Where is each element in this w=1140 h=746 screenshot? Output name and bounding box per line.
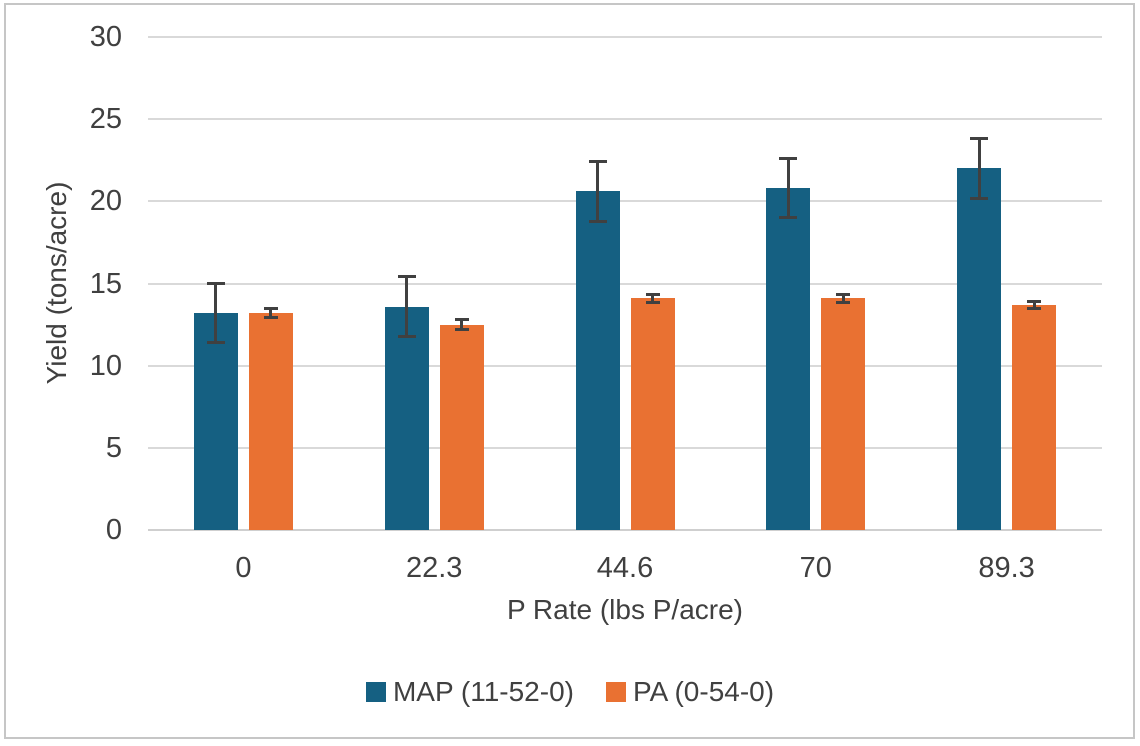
legend-label-2: PA (0-54-0) [632,676,775,707]
x-tick-label-22.3: 22.3 [405,552,463,584]
bar-series1-cat5 [957,168,1002,530]
error-bar-cap-top [836,292,851,296]
error-bar-line [1032,299,1036,310]
x-tick-label-89.3: 89.3 [978,552,1035,584]
error-bar-series2-cat1 [263,307,278,319]
bar-series2-cat1 [248,313,293,530]
error-bar-line [269,307,273,319]
gridline-y25 [148,118,1102,121]
error-bar-cap-top [588,160,607,164]
gridline-y10 [148,364,1102,367]
gridline-y20 [148,200,1102,203]
y-tick-label-30: 30 [89,21,122,53]
error-bar-cap-top [1027,299,1042,303]
y-tick-label-25: 25 [89,103,122,136]
error-bar-cap-bottom [206,341,225,345]
bar-series2-cat3 [630,298,675,530]
x-tick-label-70: 70 [799,552,832,584]
x-axis-line [148,529,1102,531]
error-bar-cap-top [397,275,416,279]
y-tick-label-0: 0 [105,514,122,546]
error-bar-cap-top [970,137,989,141]
error-bar-cap-top [645,292,660,296]
error-bar-cap-bottom [588,219,607,223]
x-tick-label-0: 0 [235,552,252,584]
error-bar-cap-bottom [779,216,798,220]
error-bar-line [596,160,599,223]
gridline-y5 [148,446,1102,449]
legend-item-1: MAP (11-52-0) [365,676,574,708]
error-bar-line [977,137,981,200]
error-bar-line [786,156,790,220]
bar-series1-cat1 [193,313,238,530]
y-tick-label-10: 10 [89,349,122,382]
bar-series1-cat3 [575,191,620,530]
y-tick-label-15: 15 [89,267,122,300]
error-bar-cap-bottom [836,301,851,305]
y-tick-label-5: 5 [105,431,122,464]
error-bar-cap-top [779,156,798,160]
y-tick-label-20: 20 [89,185,122,218]
error-bar-series2-cat3 [645,292,660,305]
error-bar-series1-cat3 [588,160,607,223]
error-bar-series2-cat4 [836,292,851,305]
error-bar-cap-bottom [397,334,416,338]
bar-series2-cat4 [821,298,866,530]
legend-label-1: MAP (11-52-0) [392,676,574,707]
error-bar-cap-top [206,281,225,285]
error-bar-series1-cat1 [206,281,225,345]
chart-legend: MAP (11-52-0) PA (0-54-0) [0,672,1140,712]
legend-swatch-1 [365,682,386,702]
error-bar-cap-bottom [645,301,660,305]
error-bar-line [214,281,218,345]
error-bar-line [651,292,654,305]
legend-swatch-2 [605,682,626,702]
error-bar-series2-cat2 [454,318,469,332]
error-bar-cap-top [263,307,278,311]
error-bar-series2-cat5 [1027,299,1042,310]
plot-area [148,36,1102,531]
error-bar-line [405,275,409,338]
error-bar-series1-cat5 [970,137,989,200]
error-bar-cap-bottom [970,196,989,200]
legend-item-2: PA (0-54-0) [605,676,775,708]
bar-series1-cat2 [384,306,429,530]
error-bar-cap-bottom [263,315,278,319]
error-bar-cap-bottom [454,328,469,332]
error-bar-line [460,318,464,332]
error-bar-series1-cat2 [397,275,416,338]
error-bar-series1-cat4 [779,156,798,220]
x-tick-label-44.6: 44.6 [596,552,654,584]
gridline-y15 [148,282,1102,285]
error-bar-cap-bottom [1027,306,1042,310]
error-bar-line [841,292,845,305]
gridline-y30 [148,36,1102,38]
bar-series1-cat4 [766,188,811,530]
bar-series2-cat5 [1012,304,1057,530]
x-axis-title: P Rate (lbs P/acre) [506,594,744,625]
bar-series2-cat2 [439,324,484,530]
error-bar-cap-top [454,318,469,321]
